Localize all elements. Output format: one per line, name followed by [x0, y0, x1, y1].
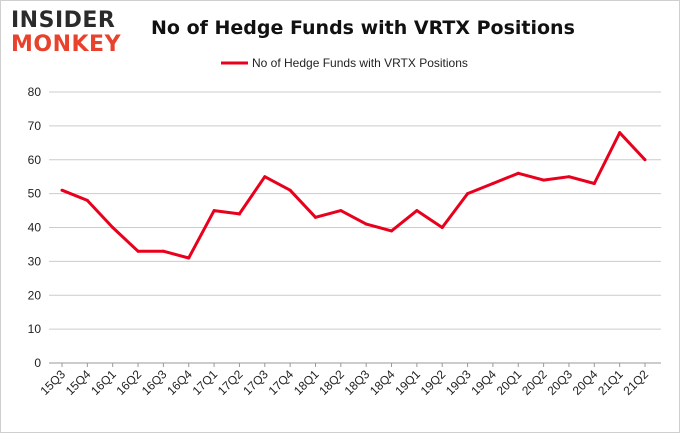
x-tick-label: 20Q1 — [494, 367, 525, 398]
chart-title: No of Hedge Funds with VRTX Positions — [151, 17, 575, 39]
data-point — [288, 188, 292, 192]
data-point — [415, 209, 419, 213]
x-tick-label: 19Q4 — [468, 367, 499, 398]
x-tick-label: 18Q4 — [367, 367, 398, 398]
data-point — [136, 249, 140, 253]
x-tick-label: 18Q2 — [316, 367, 347, 398]
data-point — [339, 209, 343, 213]
logo-top-text: INSIDER — [11, 8, 116, 33]
data-point — [390, 229, 394, 233]
x-tick-label: 18Q1 — [291, 367, 322, 398]
y-tick-label: 50 — [28, 187, 42, 201]
y-tick-label: 20 — [28, 288, 42, 302]
data-point — [466, 192, 470, 196]
series-line — [61, 131, 647, 260]
x-tick-label: 16Q1 — [88, 367, 119, 398]
data-point — [592, 181, 596, 185]
data-point — [618, 131, 622, 135]
data-point — [491, 181, 495, 185]
data-point — [237, 212, 241, 216]
x-tick-label: 21Q2 — [620, 367, 651, 398]
x-tick-label: 16Q2 — [114, 367, 145, 398]
data-point — [542, 178, 546, 182]
x-tick-label: 19Q2 — [418, 367, 449, 398]
y-tick-label: 40 — [28, 221, 42, 235]
x-tick-label: 20Q3 — [544, 367, 575, 398]
x-tick-label: 17Q1 — [190, 367, 221, 398]
x-tick-label: 17Q3 — [240, 367, 271, 398]
x-tick-label: 15Q3 — [37, 367, 68, 398]
y-tick-label: 10 — [28, 322, 42, 336]
data-point — [263, 175, 267, 179]
data-point — [567, 175, 571, 179]
x-tick-label: 19Q3 — [443, 367, 474, 398]
x-tick-label: 20Q2 — [519, 367, 550, 398]
y-tick-label: 70 — [28, 119, 42, 133]
x-tick-label: 16Q4 — [164, 367, 195, 398]
data-point — [643, 158, 647, 162]
x-tick-label: 21Q1 — [595, 367, 626, 398]
data-point — [364, 222, 368, 226]
x-tick-label: 19Q1 — [392, 367, 423, 398]
data-point — [313, 215, 317, 219]
x-tick-label: 17Q4 — [266, 367, 297, 398]
y-tick-label: 80 — [28, 85, 42, 99]
y-tick-label: 30 — [28, 254, 42, 268]
data-point — [187, 256, 191, 260]
x-tick-label: 15Q4 — [63, 367, 94, 398]
y-tick-label: 0 — [34, 356, 41, 370]
x-tick-label: 20Q4 — [570, 367, 601, 398]
data-point — [111, 226, 115, 229]
x-tick-label: 16Q3 — [139, 367, 170, 398]
x-tick-label: 17Q2 — [215, 367, 246, 398]
logo-bottom-text: MONKEY — [11, 32, 122, 57]
x-tick-label: 18Q3 — [342, 367, 373, 398]
data-point — [85, 198, 89, 202]
data-point — [60, 188, 64, 192]
data-point — [161, 249, 165, 253]
insider-monkey-logo: INSIDER MONKEY — [11, 9, 129, 59]
data-point — [440, 226, 444, 229]
y-tick-label: 60 — [28, 153, 42, 167]
data-point — [212, 209, 216, 213]
legend-label: No of Hedge Funds with VRTX Positions — [252, 56, 468, 70]
data-point — [516, 171, 520, 175]
